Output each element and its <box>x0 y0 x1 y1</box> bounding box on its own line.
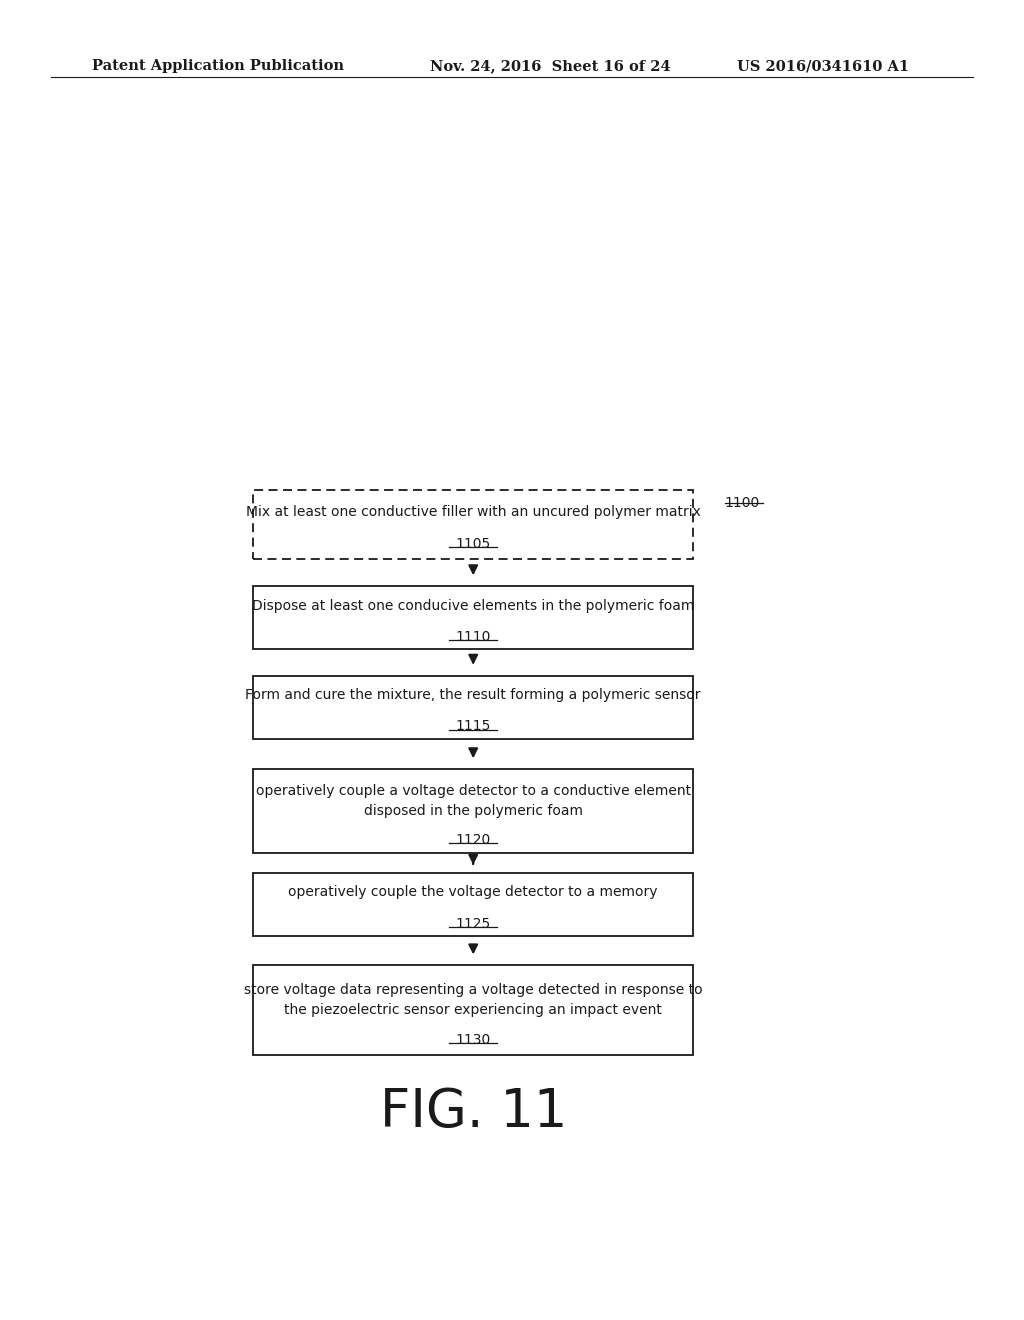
Text: disposed in the polymeric foam: disposed in the polymeric foam <box>364 804 583 818</box>
Text: 1115: 1115 <box>456 719 490 734</box>
Text: Nov. 24, 2016  Sheet 16 of 24: Nov. 24, 2016 Sheet 16 of 24 <box>430 59 671 74</box>
FancyBboxPatch shape <box>253 586 693 649</box>
Text: Patent Application Publication: Patent Application Publication <box>92 59 344 74</box>
Text: Form and cure the mixture, the result forming a polymeric sensor: Form and cure the mixture, the result fo… <box>246 688 701 702</box>
FancyBboxPatch shape <box>253 676 693 739</box>
Text: operatively couple the voltage detector to a memory: operatively couple the voltage detector … <box>289 886 658 899</box>
Text: the piezoelectric sensor experiencing an impact event: the piezoelectric sensor experiencing an… <box>285 1003 663 1018</box>
Text: 1130: 1130 <box>456 1032 490 1047</box>
Text: 1105: 1105 <box>456 536 490 550</box>
Text: 1125: 1125 <box>456 916 490 931</box>
Text: store voltage data representing a voltage detected in response to: store voltage data representing a voltag… <box>244 983 702 997</box>
Text: Mix at least one conductive filler with an uncured polymer matrix: Mix at least one conductive filler with … <box>246 506 700 519</box>
FancyBboxPatch shape <box>253 490 693 558</box>
Text: 1110: 1110 <box>456 630 490 644</box>
Text: FIG. 11: FIG. 11 <box>380 1086 567 1138</box>
Text: 1100: 1100 <box>725 496 760 510</box>
Text: 1120: 1120 <box>456 833 490 847</box>
FancyBboxPatch shape <box>253 873 693 936</box>
Text: Dispose at least one conducive elements in the polymeric foam: Dispose at least one conducive elements … <box>252 598 694 612</box>
FancyBboxPatch shape <box>253 770 693 853</box>
Text: US 2016/0341610 A1: US 2016/0341610 A1 <box>737 59 909 74</box>
Text: operatively couple a voltage detector to a conductive element: operatively couple a voltage detector to… <box>256 784 691 797</box>
FancyBboxPatch shape <box>253 965 693 1055</box>
